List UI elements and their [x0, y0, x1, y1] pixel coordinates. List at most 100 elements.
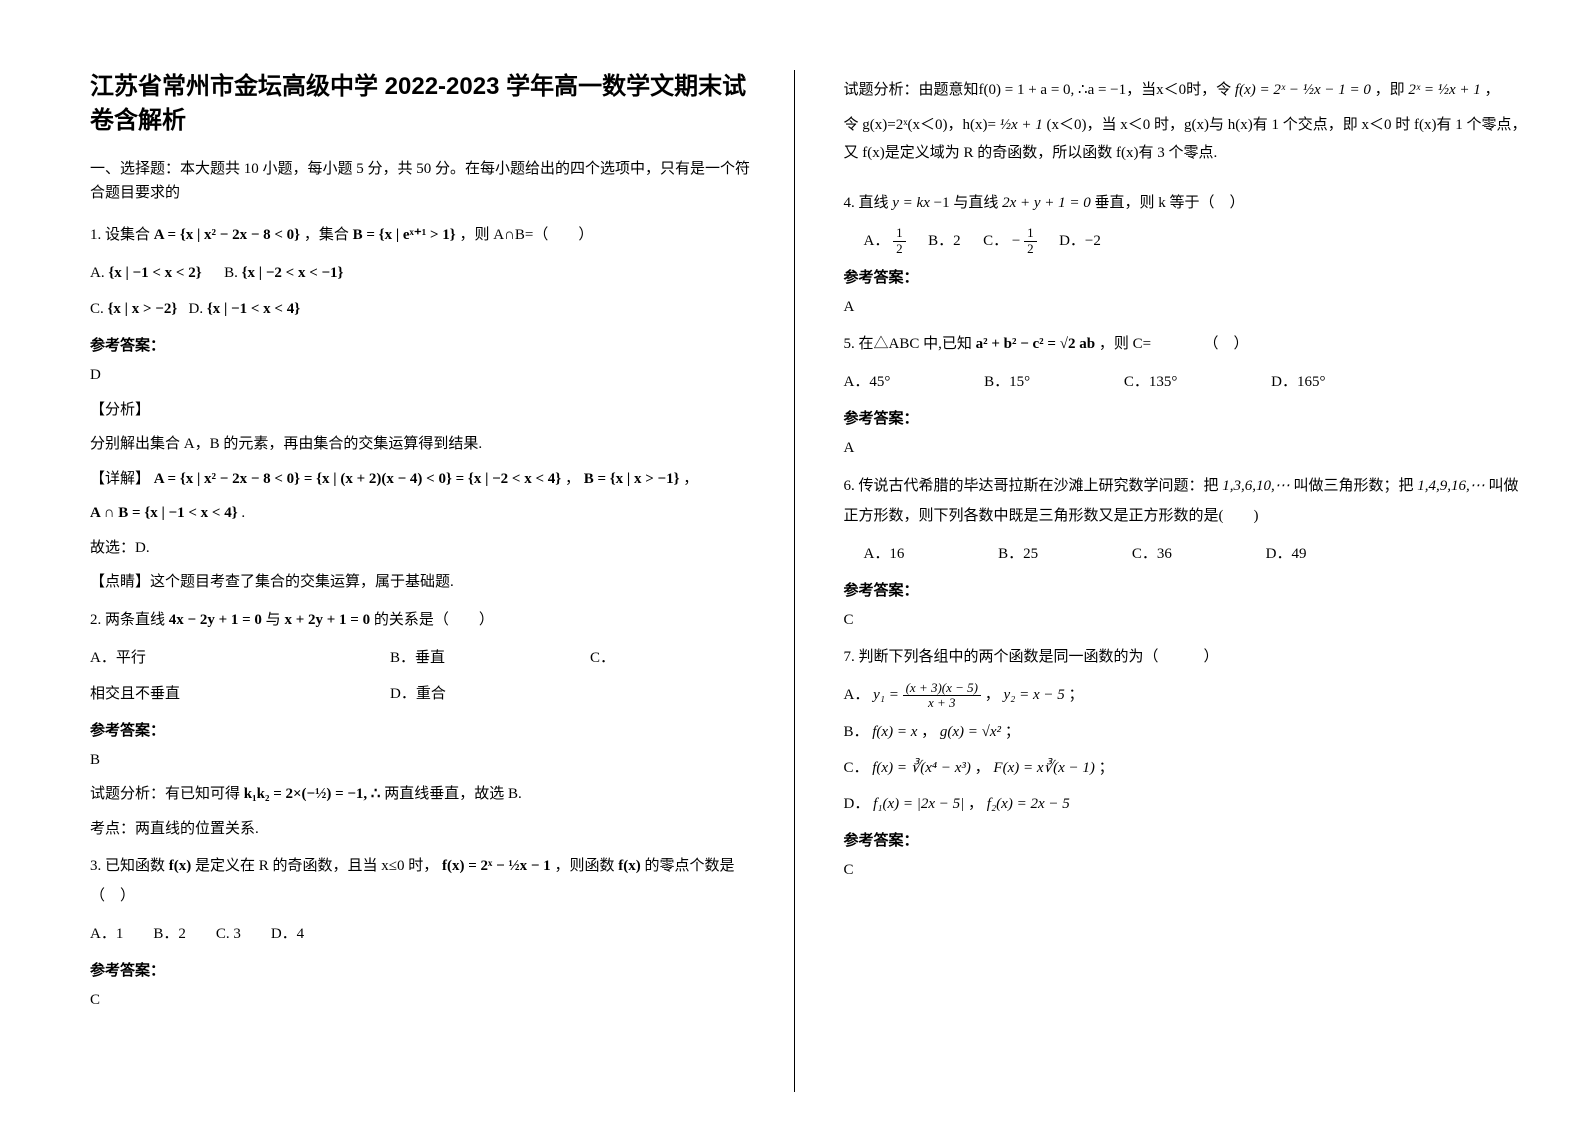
- q1-detail1c: B = {x | x > −1}: [584, 471, 680, 487]
- q3a-l2pre: 令 g(x)=2ˣ(x＜0)，h(x)=: [844, 117, 1000, 133]
- q3a-pre: 试题分析：由题意知f(0) = 1 + a = 0, ∴a = −1，当x＜0时…: [844, 82, 1235, 98]
- q3-fx: f(x): [169, 858, 192, 874]
- q1-setB: B = {x | eˣ⁺¹ > 1}: [353, 227, 456, 243]
- q4-mid1: −1 与直线: [934, 195, 1002, 211]
- q1-detail2b: .: [241, 505, 245, 521]
- q7-D-mid: ，: [968, 796, 983, 812]
- q4-C-num: 1: [1024, 226, 1037, 241]
- left-column: 江苏省常州市金坛高级中学 2022-2023 学年高一数学文期末试卷含解析 一、…: [0, 0, 794, 1122]
- q6-C: C．36: [1132, 546, 1172, 562]
- q5-D: D．165°: [1271, 374, 1325, 390]
- q7-C-f: f(x) = ∛(x⁴ − x³): [872, 760, 971, 776]
- q7-A-den: x + 3: [903, 696, 981, 710]
- q1-D-pre: D.: [189, 301, 207, 317]
- q5-A: A．45°: [844, 374, 891, 390]
- q3-analysis-1: 试题分析：由题意知f(0) = 1 + a = 0, ∴a = −1，当x＜0时…: [844, 76, 1528, 105]
- right-column: 试题分析：由题意知f(0) = 1 + a = 0, ∴a = −1，当x＜0时…: [794, 0, 1587, 1122]
- q4-ans-label: 参考答案：: [844, 266, 1528, 287]
- q2-mid: 与: [266, 612, 285, 628]
- q1-detail2: A ∩ B = {x | −1 < x < 4}: [90, 505, 238, 521]
- q4-l2: 2x + y + 1 = 0: [1002, 195, 1091, 211]
- q4-A-num: 1: [893, 226, 906, 241]
- q1-A: {x | −1 < x < 2}: [108, 265, 201, 281]
- q7-ans: C: [844, 856, 1528, 885]
- q7-A-mid: ，: [985, 687, 1000, 703]
- q7-C: C． f(x) = ∛(x⁴ − x³) ， F(x) = x∛(x − 1) …: [844, 753, 1528, 783]
- q2-C-partial: C．: [590, 643, 615, 673]
- q4-A-frac: 1 2: [893, 226, 906, 256]
- q7-D: D． f₁(x) = |2x − 5| ， f₂(x) = 2x − 5: [844, 789, 1528, 819]
- q1-mid1: ，集合: [304, 227, 353, 243]
- q1-C-pre: C.: [90, 301, 108, 317]
- q3a-f1: f(x) = 2ˣ − ½x − 1 = 0: [1235, 82, 1371, 98]
- q6-opts: A．16 B．25 C．36 D．49: [864, 539, 1528, 569]
- q6-seq2: 1,4,9,16,⋯: [1417, 478, 1485, 494]
- q1-ans: D: [90, 361, 754, 390]
- exam-title: 江苏省常州市金坛高级中学 2022-2023 学年高一数学文期末试卷含解析: [90, 70, 754, 137]
- q2-opts2: 相交且不垂直 D．重合: [90, 679, 754, 709]
- q6-mid: 叫做三角形数；把: [1294, 478, 1418, 494]
- q6-B: B．25: [998, 546, 1038, 562]
- q3-ans: C: [90, 986, 754, 1015]
- q1-detail1d: ，: [683, 471, 698, 487]
- q2-l1: 4x − 2y + 1 = 0: [169, 612, 262, 628]
- q1-detail2-line: A ∩ B = {x | −1 < x < 4} .: [90, 499, 754, 528]
- q6-A: A．16: [864, 546, 905, 562]
- q4-pre: 4. 直线: [844, 195, 893, 211]
- q1-B-pre: B.: [224, 265, 242, 281]
- q1-detail-label: 【详解】: [90, 471, 150, 487]
- q1-ans-label: 参考答案：: [90, 334, 754, 355]
- q7-C-mid: ，: [975, 760, 990, 776]
- q3-mid1: 是定义在 R 的奇函数，且当 x≤0 时，: [195, 858, 438, 874]
- q7-B-tail: ；: [1005, 724, 1020, 740]
- q3-stem: 3. 已知函数 f(x) 是定义在 R 的奇函数，且当 x≤0 时， f(x) …: [90, 851, 754, 911]
- q1-pre: 1. 设集合: [90, 227, 154, 243]
- q3a-mid: ，即: [1375, 82, 1409, 98]
- q4-A-den: 2: [893, 242, 906, 256]
- q3-mid2: ，则函数: [554, 858, 618, 874]
- q5-ans: A: [844, 434, 1528, 463]
- q4-C-frac: 1 2: [1024, 226, 1037, 256]
- q3a-f2: 2ˣ = ½x + 1: [1408, 82, 1480, 98]
- q7-ans-label: 参考答案：: [844, 829, 1528, 850]
- q1-stem: 1. 设集合 A = {x | x² − 2x − 8 < 0} ，集合 B =…: [90, 220, 754, 250]
- q1-detail1b: ，: [565, 471, 580, 487]
- q5-opts: A．45° B．15° C．135° D．165°: [844, 367, 1528, 397]
- q7-D-pre: D．: [844, 796, 870, 812]
- q5-expr: a² + b² − c² = √2 ab: [976, 336, 1095, 352]
- q2-ans-label: 参考答案：: [90, 719, 754, 740]
- q7-C-pre: C．: [844, 760, 869, 776]
- q1-D: {x | −1 < x < 4}: [207, 301, 300, 317]
- q2-D: D．重合: [390, 679, 446, 709]
- q2-tail: 的关系是（ ）: [374, 612, 494, 628]
- q7-C-F: F(x) = x∛(x − 1): [993, 760, 1094, 776]
- q4-C-pre: C．: [983, 233, 1008, 249]
- q7-A-pre: A．: [844, 687, 870, 703]
- q6-stem: 6. 传说古代希腊的毕达哥拉斯在沙滩上研究数学问题：把 1,3,6,10,⋯ 叫…: [844, 471, 1528, 531]
- q1-conclude: 故选：D.: [90, 534, 754, 563]
- q7-B-f: f(x) = x: [872, 724, 917, 740]
- q3-expr: f(x) = 2ˣ − ½x − 1: [442, 858, 551, 874]
- q3-fx2: f(x): [618, 858, 641, 874]
- q7-A-num: (x + 3)(x − 5): [903, 681, 981, 696]
- q4-tail: 垂直，则 k 等于（ ）: [1095, 195, 1245, 211]
- q7-B-mid: ，: [921, 724, 936, 740]
- q5-pre: 5. 在△ABC 中,已知: [844, 336, 976, 352]
- q2-an-pre: 试题分析：有已知可得: [90, 786, 244, 802]
- q4-A-pre: A．: [864, 233, 890, 249]
- q7-B: B． f(x) = x ， g(x) = √x² ；: [844, 717, 1528, 747]
- q1-detail1: A = {x | x² − 2x − 8 < 0} = {x | (x + 2)…: [154, 471, 561, 487]
- q1-setA: A = {x | x² − 2x − 8 < 0}: [154, 227, 300, 243]
- q2-pre: 2. 两条直线: [90, 612, 169, 628]
- q6-D: D．49: [1266, 546, 1307, 562]
- q4-opts: A． 1 2 B．2 C． − 1 2 D．−2: [864, 226, 1528, 256]
- q2-point: 考点：两直线的位置关系.: [90, 815, 754, 844]
- q2-an-f: k₁k₂ = 2×(−½) = −1, ∴: [244, 786, 381, 802]
- q3-ans-label: 参考答案：: [90, 959, 754, 980]
- q4-C-neg: −: [1012, 233, 1020, 249]
- q7-A-tail: ；: [1069, 687, 1084, 703]
- q1-detail: 【详解】 A = {x | x² − 2x − 8 < 0} = {x | (x…: [90, 465, 754, 494]
- q5-stem: 5. 在△ABC 中,已知 a² + b² − c² = √2 ab ，则 C=…: [844, 329, 1528, 359]
- q2-opts: A．平行 B．垂直 C．: [90, 643, 754, 673]
- q2-B: B．垂直: [390, 643, 590, 673]
